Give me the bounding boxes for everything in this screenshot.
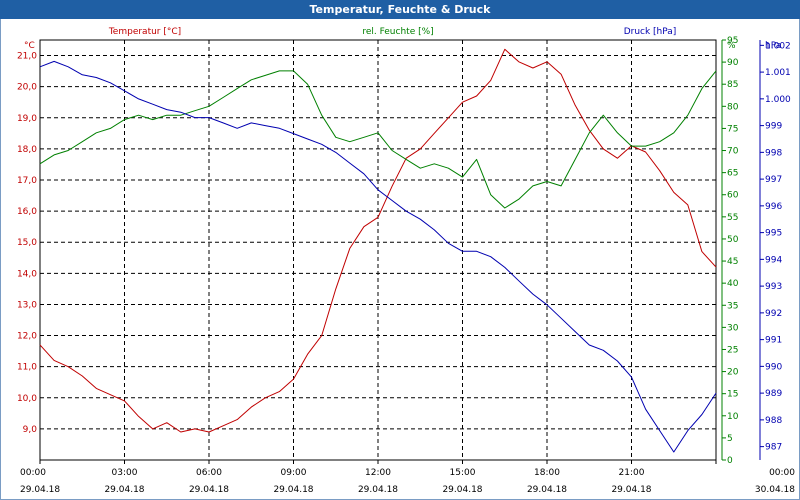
pressure-tick-8: 995 bbox=[765, 229, 782, 239]
x-tick-time-4: 12:00 bbox=[365, 468, 391, 478]
humidity-tick-16: 80 bbox=[727, 102, 739, 112]
humidity-tick-17: 85 bbox=[727, 80, 738, 90]
temperature-tick-11: 20,0 bbox=[17, 83, 37, 93]
x-tick-time-1: 03:00 bbox=[112, 468, 138, 478]
temperature-tick-10: 19,0 bbox=[17, 114, 37, 124]
humidity-tick-4: 20 bbox=[727, 368, 739, 378]
temperature-tick-2: 11,0 bbox=[17, 363, 37, 373]
temperature-tick-1: 10,0 bbox=[17, 394, 37, 404]
x-tick-labels: 00:00 29.04.18 03:00 29.04.18 06:00 29.04.18 0… bbox=[20, 460, 795, 495]
temperature-tick-0: 9,0 bbox=[23, 425, 38, 435]
pressure-tick-4: 991 bbox=[765, 336, 782, 346]
pressure-tick-labels: 987 988 989 990 991 992 993 994 995 996 997 998 999 1… bbox=[760, 41, 791, 453]
x-tick-date-0: 29.04.18 bbox=[20, 485, 60, 495]
pressure-axis-label: Druck [hPa] bbox=[624, 27, 677, 37]
humidity-tick-12: 60 bbox=[727, 191, 739, 201]
humidity-tick-labels: 0 5 10 15 20 25 30 35 40 45 50 55 60 65 70 75 80 85 90 95 bbox=[722, 36, 739, 466]
temperature-tick-8: 17,0 bbox=[17, 176, 37, 186]
humidity-tick-19: 95 bbox=[727, 36, 738, 46]
x-tick-date-5: 29.04.18 bbox=[442, 485, 482, 495]
temperature-tick-3: 12,0 bbox=[17, 332, 37, 342]
humidity-tick-8: 40 bbox=[727, 279, 739, 289]
x-tick-date-4: 29.04.18 bbox=[358, 485, 398, 495]
pressure-tick-0: 987 bbox=[765, 443, 782, 453]
pressure-tick-3: 990 bbox=[765, 362, 782, 372]
chart-title: Temperatur, Feuchte & Druck bbox=[0, 0, 800, 19]
x-tick-time-5: 15:00 bbox=[450, 468, 476, 478]
gridlines bbox=[40, 40, 716, 460]
pressure-tick-1: 988 bbox=[765, 416, 782, 426]
x-tick-time-7: 21:00 bbox=[619, 468, 645, 478]
temperature-tick-7: 16,0 bbox=[17, 207, 37, 217]
humidity-tick-11: 55 bbox=[727, 213, 738, 223]
humidity-tick-3: 15 bbox=[727, 390, 738, 400]
humidity-tick-13: 65 bbox=[727, 169, 738, 179]
x-tick-date-2: 29.04.18 bbox=[189, 485, 229, 495]
pressure-tick-10: 997 bbox=[765, 175, 782, 185]
humidity-tick-7: 35 bbox=[727, 301, 738, 311]
x-tick-time-8: 00:00 bbox=[769, 468, 795, 478]
humidity-axis-label: rel. Feuchte [%] bbox=[362, 27, 433, 37]
humidity-tick-0: 0 bbox=[727, 456, 733, 466]
x-tick-time-3: 09:00 bbox=[281, 468, 307, 478]
pressure-tick-14: 1.001 bbox=[765, 68, 791, 78]
x-tick-date-1: 29.04.18 bbox=[104, 485, 144, 495]
humidity-tick-9: 45 bbox=[727, 257, 738, 267]
humidity-unit: % bbox=[727, 41, 736, 51]
x-tick-time-6: 18:00 bbox=[534, 468, 560, 478]
temperature-tick-5: 14,0 bbox=[17, 269, 37, 279]
temperature-axis-label: Temperatur [°C] bbox=[108, 27, 181, 37]
pressure-tick-11: 998 bbox=[765, 148, 782, 158]
pressure-series-line bbox=[39, 60, 717, 453]
humidity-tick-6: 30 bbox=[727, 323, 739, 333]
temperature-tick-6: 15,0 bbox=[17, 238, 37, 248]
pressure-tick-2: 989 bbox=[765, 389, 782, 399]
humidity-tick-15: 75 bbox=[727, 124, 738, 134]
x-tick-date-7: 29.04.18 bbox=[611, 485, 651, 495]
pressure-tick-5: 992 bbox=[765, 309, 782, 319]
humidity-tick-2: 10 bbox=[727, 412, 739, 422]
x-tick-date-6: 29.04.18 bbox=[527, 485, 567, 495]
humidity-tick-1: 5 bbox=[727, 434, 733, 444]
humidity-tick-18: 90 bbox=[727, 58, 739, 68]
series-lines bbox=[39, 48, 717, 453]
x-tick-time-2: 06:00 bbox=[196, 468, 222, 478]
pressure-tick-13: 1.000 bbox=[765, 95, 791, 105]
pressure-tick-7: 994 bbox=[765, 255, 782, 265]
x-tick-time-0: 00:00 bbox=[20, 468, 46, 478]
humidity-tick-14: 70 bbox=[727, 147, 739, 157]
pressure-tick-9: 996 bbox=[765, 202, 782, 212]
pressure-unit: hPa bbox=[765, 41, 781, 51]
humidity-tick-10: 50 bbox=[727, 235, 739, 245]
x-tick-date-3: 29.04.18 bbox=[273, 485, 313, 495]
temperature-tick-4: 13,0 bbox=[17, 300, 37, 310]
temperature-series-line bbox=[39, 48, 717, 433]
temperature-tick-9: 18,0 bbox=[17, 145, 37, 155]
humidity-series-line bbox=[39, 70, 717, 209]
x-tick-date-8: 30.04.18 bbox=[755, 485, 795, 495]
humidity-tick-5: 25 bbox=[727, 345, 738, 355]
pressure-tick-12: 999 bbox=[765, 122, 782, 132]
pressure-tick-15: 1.002 bbox=[765, 41, 791, 51]
temperature-tick-labels: 9,0 10,0 11,0 12,0 13,0 14,0 15,0 16,0 17,0 18,0 1… bbox=[17, 52, 37, 435]
temperature-unit: °C bbox=[24, 41, 35, 51]
temperature-tick-12: 21,0 bbox=[17, 52, 37, 62]
pressure-tick-6: 993 bbox=[765, 282, 782, 292]
